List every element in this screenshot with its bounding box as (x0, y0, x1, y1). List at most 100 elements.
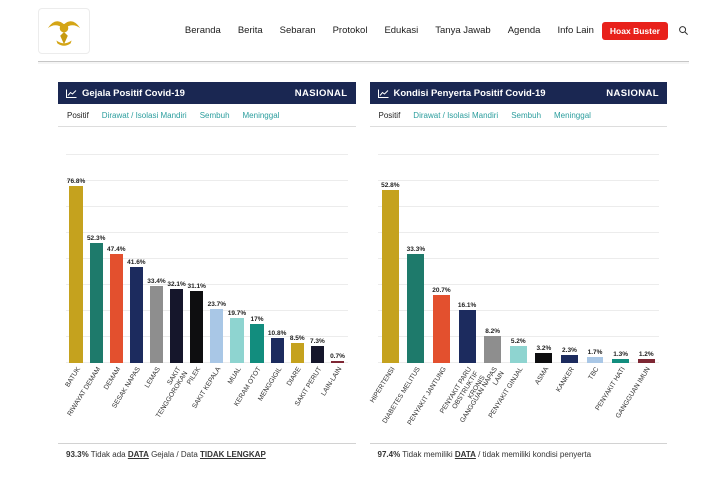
bar-hipertensi[interactable] (381, 189, 399, 363)
x-axis-label: GANGGUAN IMUN (615, 366, 653, 420)
chart-card-kondisi-penyerta: Kondisi Penyerta Positif Covid-19 NASION… (369, 82, 668, 467)
bar-column: 8.5% (287, 133, 307, 363)
bar-lemas[interactable] (149, 286, 164, 363)
bar-menggigil[interactable] (270, 338, 284, 363)
chart-title: Kondisi Penyerta Positif Covid-19 (393, 87, 546, 99)
line-chart-icon (377, 89, 388, 98)
nav-item-edukasi[interactable]: Edukasi (384, 25, 419, 36)
bar-value-label: 23.7% (207, 300, 227, 308)
bar-value-label: 1.2% (638, 351, 654, 359)
bars-area: 52.8% 33.3% 20.7% 16.1% 8.2% 5.2% 3.2% 2.3% 1.7%… (377, 133, 659, 363)
footnote-text: / tidak memiliki kondisi penyerta (475, 450, 592, 459)
bar-diabetes-melitus[interactable] (407, 253, 425, 363)
bar-column: 10.8% (267, 133, 287, 363)
bar-value-label: 1.7% (587, 349, 603, 357)
site-logo[interactable] (38, 7, 90, 54)
bar-value-label: 17% (250, 315, 264, 323)
bar-demam[interactable] (109, 253, 123, 363)
footnote-link[interactable]: DATA (454, 450, 476, 459)
x-axis-labels: HIPERTENSI DIABETES MELITUS PENYAKIT JANTU… (369, 363, 660, 443)
bar-value-label: 19.7% (227, 309, 247, 317)
x-axis-label: LAIN-LAIN (320, 366, 344, 398)
bar-value-label: 31.1% (187, 283, 206, 291)
chart-tabs: Positif Dirawat / Isolasi Mandiri Sembuh Me… (58, 104, 356, 127)
bar-value-label: 10.8% (267, 330, 287, 338)
bar-asma[interactable] (535, 352, 553, 363)
bar-value-label: 76.8% (66, 178, 86, 186)
bar-sakit-kepala[interactable] (210, 308, 224, 363)
nav-item-sebaran[interactable]: Sebaran (279, 25, 316, 36)
footnote-link[interactable]: TIDAK LENGKAP (200, 450, 266, 459)
bar-column: 31.1% (187, 133, 207, 363)
bar-column: 1.7% (582, 133, 608, 363)
garuda-emblem-icon (47, 20, 81, 46)
bar-value-label: 20.7% (432, 287, 451, 294)
bar-sakit-perut[interactable] (310, 346, 324, 363)
nav-item-tanya-jawab[interactable]: Tanya Jawab (435, 25, 491, 36)
bar-column: 41.6% (126, 133, 146, 363)
bar-penyakit-jantung[interactable] (433, 295, 450, 363)
footnote-text: Tidak memiliki (400, 450, 455, 459)
bar-value-label: 47.4% (107, 245, 126, 253)
search-button[interactable] (678, 25, 689, 36)
bar-column: 33.4% (146, 133, 166, 363)
bar-pilek[interactable] (190, 291, 204, 363)
tab-meninggal[interactable]: Meninggal (554, 110, 591, 120)
bar-gangguan-imun[interactable] (637, 359, 655, 363)
bar-value-label: 32.1% (167, 281, 186, 289)
nav-item-berita[interactable]: Berita (237, 25, 263, 36)
bar-column: 52.3% (86, 133, 106, 363)
bar-penyakit-hati[interactable] (612, 358, 630, 363)
bar-lain-lain[interactable] (330, 361, 345, 363)
footnote-link[interactable]: DATA (127, 450, 149, 459)
nav-item-beranda[interactable]: Beranda (184, 25, 221, 36)
chart-footnote: 93.3% Tidak ada DATA Gejala / Data TIDAK… (58, 443, 356, 467)
main-nav: Beranda Berita Sebaran Protokol Edukasi Tanya… (185, 25, 594, 36)
bar-column: 47.4% (106, 133, 126, 363)
tab-sembuh[interactable]: Sembuh (199, 110, 230, 120)
x-axis-labels: BATUK RIWAYAT DEMAM DEMAM SESAK NAPAS LEMAS S… (64, 363, 348, 443)
bar-sakit-tenggorokan[interactable] (169, 289, 184, 363)
bar-column: 1.3% (608, 133, 634, 363)
bar-value-label: 2.3% (562, 347, 577, 355)
tab-sembuh[interactable]: Sembuh (511, 110, 542, 120)
bar-gangguan-napas-lain[interactable] (484, 336, 502, 363)
bar-plot: 76.8% 52.3% 47.4% 41.6% 33.4% 32.1% 31.1% 23.7%… (58, 127, 356, 443)
bar-diare[interactable] (290, 343, 304, 363)
bar-penyakit-ginjal[interactable] (509, 345, 527, 363)
tab-dirawat-isolasi-mandiri[interactable]: Dirawat / Isolasi Mandiri (413, 110, 499, 120)
bar-sesak-napas[interactable] (129, 267, 144, 363)
hoax-buster-button[interactable]: Hoax Buster (601, 21, 668, 40)
tab-dirawat-isolasi-mandiri[interactable]: Dirawat / Isolasi Mandiri (101, 110, 187, 120)
bar-column: 7.3% (307, 133, 327, 363)
x-axis-label: MENGGIGIL (256, 366, 284, 403)
footnote-text: Tidak ada (88, 450, 128, 459)
bar-tbc[interactable] (586, 357, 604, 363)
bar-value-label: 52.3% (86, 234, 106, 242)
bar-plot: 52.8% 33.3% 20.7% 16.1% 8.2% 5.2% 3.2% 2.3% 1.7%… (369, 127, 668, 443)
charts-row: Gejala Positif Covid-19 NASIONAL Positif… (58, 82, 667, 467)
nav-item-agenda[interactable]: Agenda (507, 25, 541, 36)
bar-kanker[interactable] (561, 355, 578, 363)
bar-penyakit-paru-obstruktif-kronis[interactable] (458, 310, 476, 363)
bar-column: 5.2% (505, 133, 531, 363)
bar-mual[interactable] (230, 317, 244, 363)
bar-value-label: 33.3% (406, 245, 426, 253)
chart-footnote: 97.4% Tidak memiliki DATA / tidak memili… (369, 443, 667, 467)
bar-batuk[interactable] (69, 186, 83, 363)
footnote-percentage: 93.3% (66, 450, 89, 459)
bar-riwayat-demam[interactable] (89, 242, 103, 363)
bar-column: 52.8% (378, 133, 404, 363)
site-header: Beranda Berita Sebaran Protokol Edukasi Tanya… (38, 0, 689, 62)
nav-item-info-lain[interactable]: Info Lain (557, 25, 594, 36)
footnote-percentage: 97.4% (377, 450, 401, 459)
tab-positif[interactable]: Positif (67, 110, 89, 120)
chart-title: Gejala Positif Covid-19 (82, 87, 185, 99)
bar-keram-otot[interactable] (250, 323, 264, 363)
x-axis-label: SAKIT KEPALA (191, 366, 223, 410)
tab-meninggal[interactable]: Meninggal (242, 110, 280, 120)
line-chart-icon (66, 89, 77, 98)
bar-value-label: 1.3% (613, 350, 629, 358)
tab-positif[interactable]: Positif (378, 110, 401, 120)
nav-item-protokol[interactable]: Protokol (332, 25, 368, 36)
